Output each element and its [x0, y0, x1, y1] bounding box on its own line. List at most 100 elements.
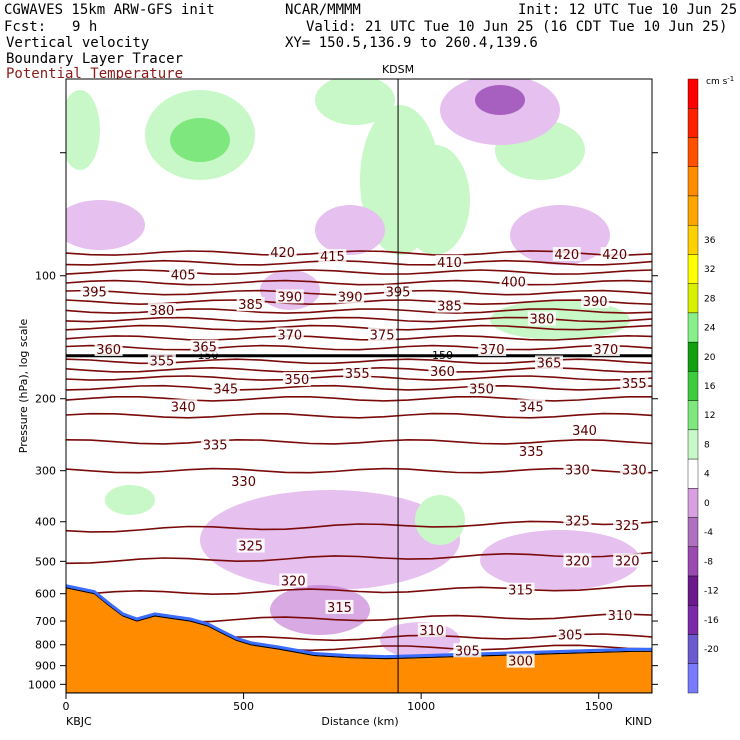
updraft-region: [170, 118, 230, 162]
contour-label-bg: [275, 327, 304, 342]
x-tick-label: 1000: [407, 700, 435, 713]
updraft-region: [66, 90, 100, 170]
contour-label-bg: [556, 627, 585, 642]
colorbar-label: 16: [704, 382, 716, 392]
contour-label-bg: [467, 381, 496, 396]
contour-label: 345: [213, 383, 238, 398]
y-tick-label: 200: [35, 393, 56, 406]
contour-label-bg: [570, 423, 599, 438]
contour-label-bg: [453, 643, 482, 658]
contour-label-bg: [563, 462, 592, 477]
contour-label: 355: [622, 377, 647, 392]
x-axis: 0 500 1000 1500: [63, 693, 613, 713]
contour-label-bg: [325, 599, 354, 614]
y-tick-label: 400: [35, 516, 56, 529]
colorbar-swatch: [687, 254, 699, 284]
theta-contour-line: [66, 412, 652, 419]
contour-label-bg: [552, 247, 581, 262]
contour-label: 400: [501, 276, 526, 291]
contour-label: 370: [480, 343, 505, 358]
contour-label-bg: [499, 274, 528, 289]
downdraft-region: [480, 530, 640, 590]
init-time: Init: 12 UTC Tue 10 Jun 25: [518, 2, 738, 18]
contour-label: 310: [608, 609, 633, 624]
y-tick-label: 600: [35, 588, 56, 601]
contour-label: 395: [82, 286, 107, 301]
downdraft-region: [475, 85, 525, 115]
contour-label-bg: [343, 366, 372, 381]
contour-label: 375: [370, 328, 395, 343]
colorbar-swatch: [687, 108, 699, 138]
colorbar-swatch: [687, 546, 699, 577]
contour-label-bg: [517, 399, 546, 414]
terrain-fill: [66, 587, 652, 693]
valid-time: Valid: 21 UTC Tue 10 Jun 25 (16 CDT Tue …: [306, 19, 728, 35]
colorbar-label: -20: [704, 645, 719, 655]
colorbar-label: 28: [704, 294, 716, 304]
colorbar: -20 -16 -12 -8 -4 0 4 8 12 16 20 24 28 32 36: [687, 78, 719, 694]
theta-contour-line: [66, 259, 652, 266]
model-title: CGWAVES 15km ARW-GFS init: [4, 2, 215, 18]
contour-label: 300: [508, 655, 533, 670]
colorbar-swatch: [687, 663, 699, 694]
colorbar-swatch: [687, 341, 699, 372]
theta-contour-line: [66, 584, 652, 597]
contour-label: 385: [437, 300, 462, 315]
contour-label-bg: [620, 462, 649, 477]
contour-label-bg: [190, 339, 219, 354]
contour-label-bg: [147, 303, 176, 318]
forecast-label: Fcst:: [4, 19, 47, 35]
contour-label-bg: [535, 355, 564, 370]
contour-label: 335: [519, 445, 544, 460]
colorbar-swatch: [687, 517, 699, 548]
updraft-region: [415, 495, 465, 545]
contour-label: 350: [284, 373, 309, 388]
colorbar-label: -12: [704, 587, 719, 597]
contour-label-bg: [211, 381, 240, 396]
colorbar-label: 4: [704, 470, 710, 480]
updraft-region: [400, 145, 470, 255]
theta-contour-line: [66, 438, 652, 445]
contour-label-bg: [169, 267, 198, 282]
contour-label: 340: [171, 400, 196, 415]
colorbar-swatch: [687, 312, 699, 343]
contour-label-bg: [435, 254, 464, 269]
cross-section-xy: XY= 150.5,136.9 to 260.4,139.6: [285, 35, 538, 51]
contour-label-bg: [147, 353, 176, 368]
field-vertical-velocity: Vertical velocity: [6, 35, 150, 51]
contour-label: 330: [231, 475, 256, 490]
field-boundary-layer-tracer: Boundary Layer Tracer: [6, 51, 184, 67]
contour-label-bg: [94, 342, 123, 357]
updraft-region: [105, 485, 155, 515]
colorbar-label: 12: [704, 411, 715, 421]
contour-label-bg: [282, 372, 311, 387]
contour-label: 370: [593, 343, 618, 358]
colorbar-swatch: [687, 166, 699, 197]
plot-frame: [65, 78, 653, 694]
theta-contour-line: [66, 467, 652, 474]
colorbar-label: -4: [704, 528, 713, 538]
y-tick-label: 300: [35, 465, 56, 478]
contour-label: 405: [171, 269, 196, 284]
contour-label-bg: [613, 553, 642, 568]
forecast-hour: 9 h: [72, 19, 98, 35]
contour-label-bg: [606, 607, 635, 622]
contour-label-bg: [236, 538, 265, 553]
contour-label: 330: [622, 464, 647, 479]
contour-label-bg: [169, 399, 198, 414]
colorbar-swatch: [687, 195, 699, 226]
contour-label: 315: [508, 584, 533, 599]
contour-label: 325: [565, 515, 590, 530]
contour-label: 415: [320, 250, 345, 265]
theta-contour-line: [66, 324, 652, 331]
contour-label: 390: [277, 290, 302, 305]
contour-label: 385: [238, 298, 263, 313]
colorbar-label: 36: [704, 236, 716, 246]
contour-label-bg: [563, 513, 592, 528]
contour-label: 320: [615, 554, 640, 569]
contour-label: 420: [554, 248, 579, 263]
contour-label-bg: [435, 298, 464, 313]
contour-label: 390: [338, 290, 363, 305]
